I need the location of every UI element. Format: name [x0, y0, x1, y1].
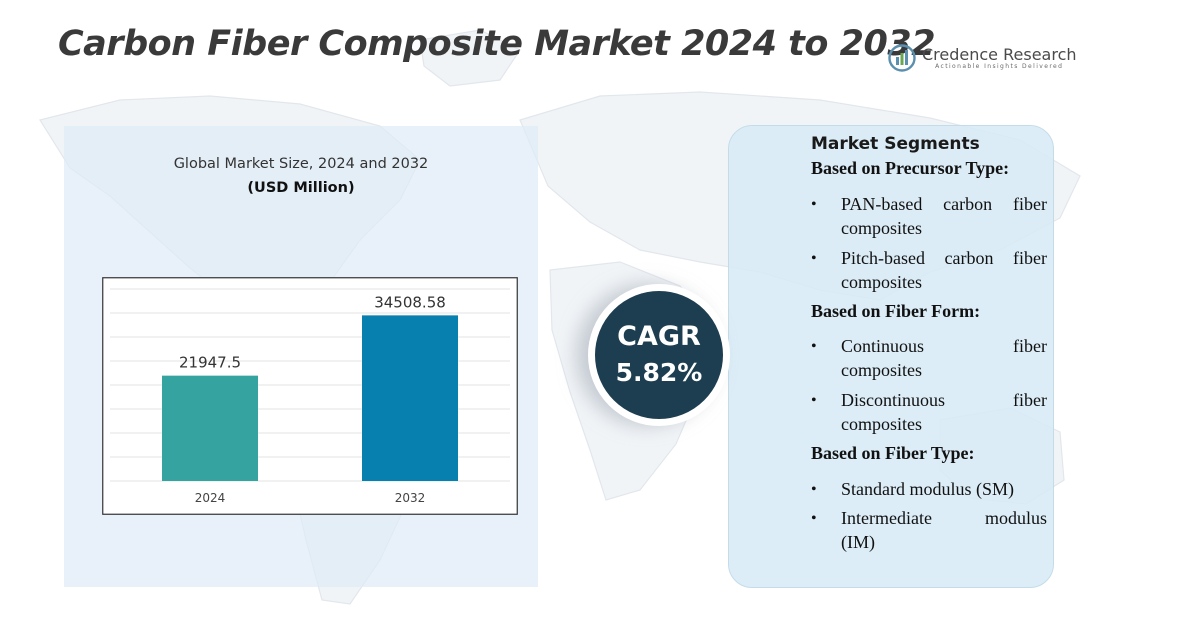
segment-item-pitch-cont: composites — [841, 270, 1047, 294]
segment-item-pan: PAN-based carbon fiber — [841, 192, 1047, 216]
segment-heading-fiber-form: Based on Fiber Form: — [811, 301, 981, 321]
data-label-2024: 21947.5 — [179, 354, 241, 372]
bullet-icon: • — [811, 481, 817, 498]
segment-item-continuous-cont: composites — [841, 358, 1047, 382]
segment-item-discontinuous: Discontinuous fiber — [841, 388, 1047, 412]
bar-2032 — [362, 315, 458, 481]
segment-item-line: Intermediate modulus — [841, 508, 1047, 528]
segment-item-line: composites — [841, 360, 922, 380]
segment-item-line: composites — [841, 218, 922, 238]
segment-item-pitch: Pitch-based carbon fiber — [841, 246, 1047, 270]
segment-item-intermediate-modulus-cont: (IM) — [841, 530, 1047, 554]
market-segments-panel: Market Segments Based on Precursor Type:… — [728, 125, 1054, 588]
data-label-2032: 34508.58 — [374, 293, 446, 311]
segment-item-discontinuous-cont: composites — [841, 412, 1047, 436]
segment-item-continuous: Continuous fiber — [841, 334, 1047, 358]
x-tick-label-2032: 2032 — [395, 491, 426, 505]
credence-logo-icon — [888, 44, 916, 72]
segment-item-pan-cont: composites — [841, 216, 1047, 240]
brand-tagline: Actionable Insights Delivered — [935, 63, 1064, 70]
segment-item-line: Continuous fiber — [841, 336, 1047, 356]
segment-heading-precursor: Based on Precursor Type: — [811, 158, 1010, 178]
page-title: Carbon Fiber Composite Market 2024 to 20… — [58, 24, 936, 64]
brand-name: Credence Research — [922, 45, 1077, 64]
bullet-icon: • — [811, 392, 817, 409]
segment-item-standard-modulus: Standard modulus (SM) — [841, 477, 1047, 501]
segment-item-line: (IM) — [841, 532, 875, 552]
segment-item-line: PAN-based carbon fiber — [841, 194, 1047, 214]
brand-block[interactable]: Credence Research Actionable Insights De… — [888, 44, 1077, 72]
segments-title: Market Segments — [811, 134, 980, 154]
chart-heading: Global Market Size, 2024 and 2032 — [173, 156, 429, 172]
segment-heading-fiber-type: Based on Fiber Type: — [811, 443, 975, 463]
cagr-value: 5.82% — [615, 358, 703, 387]
bullet-icon: • — [811, 338, 817, 355]
cagr-label: CAGR — [617, 321, 701, 352]
bar-2024 — [162, 375, 258, 481]
bullet-icon: • — [811, 196, 817, 213]
segment-item-intermediate-modulus: Intermediate modulus — [841, 506, 1047, 530]
segment-item-line: composites — [841, 414, 922, 434]
bullet-icon: • — [811, 250, 817, 267]
segment-item-line: Standard modulus (SM) — [841, 479, 1014, 499]
cagr-badge: CAGR 5.82% — [588, 284, 730, 426]
chart-bars: 21947.5 2024 34508.58 2032 — [162, 293, 458, 505]
bar-chart: 21947.5 2024 34508.58 2032 — [102, 277, 518, 515]
x-tick-label-2024: 2024 — [195, 491, 226, 505]
bullet-icon: • — [811, 510, 817, 527]
segment-item-line: Discontinuous fiber — [841, 390, 1047, 410]
chart-unit-label: (USD Million) — [247, 180, 355, 196]
segment-item-line: composites — [841, 272, 922, 292]
segment-item-line: Pitch-based carbon fiber — [841, 248, 1047, 268]
